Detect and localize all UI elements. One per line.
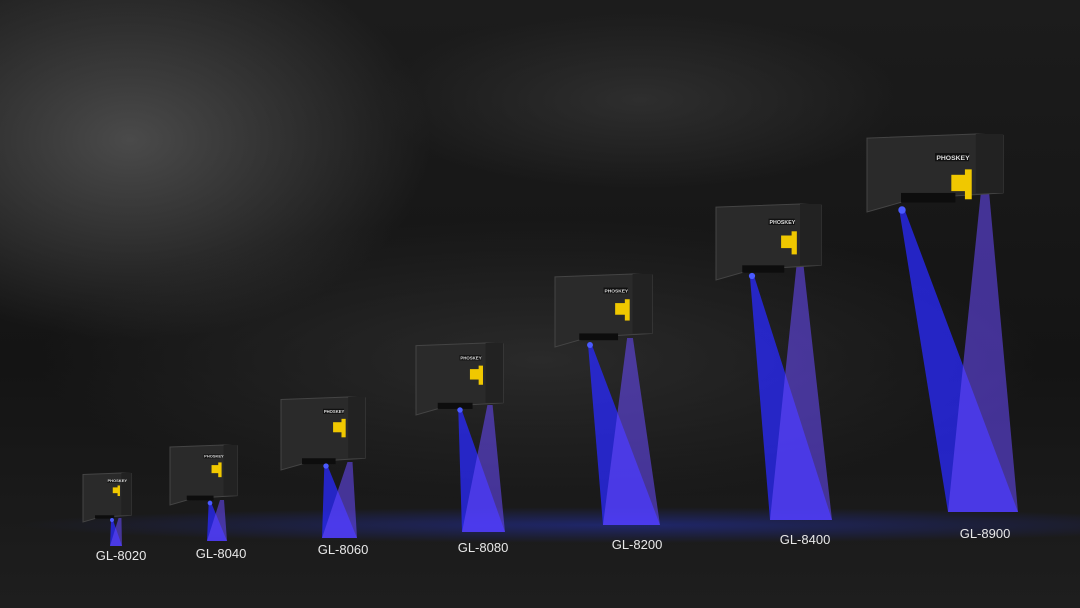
brand-logo-text: PHOSKEY: [204, 454, 224, 459]
brand-logo: [323, 408, 344, 414]
brand-logo-text: PHOSKEY: [460, 356, 481, 361]
indicator-light: [791, 231, 797, 255]
model-label: GL-8040: [195, 546, 247, 561]
floor-glow: [0, 500, 1080, 550]
sensor-window: [186, 495, 214, 501]
emitter: [748, 272, 756, 280]
model-label: GL-8060: [317, 542, 369, 557]
brand-logo-text: PHOSKEY: [604, 288, 628, 294]
emitter: [898, 206, 906, 214]
brand-logo: [603, 287, 628, 294]
sensor-side: [485, 343, 503, 403]
sensor-window: [302, 458, 336, 465]
indicator-light: [469, 369, 483, 380]
sensor-window: [437, 402, 473, 409]
indicator-light: [117, 485, 120, 497]
emitter: [587, 342, 593, 348]
model-label: GL-8200: [611, 537, 663, 552]
emitter: [457, 407, 463, 413]
laser-beam: [948, 192, 1018, 512]
sensor-side: [975, 134, 1003, 193]
emitter: [207, 500, 213, 506]
indicator-light: [964, 169, 972, 200]
model-label: GL-8900: [959, 526, 1011, 541]
brand-logo: [935, 153, 969, 162]
laser-beam: [603, 338, 660, 525]
laser-beam: [770, 262, 832, 520]
laser-beam: [110, 518, 122, 546]
sensor-side: [121, 473, 131, 516]
indicator-light: [112, 487, 120, 494]
brand-logo: [768, 218, 795, 225]
brand-logo: [203, 454, 221, 459]
sensor-window: [579, 333, 619, 341]
sensor-window: [742, 265, 785, 273]
laser-beam: [322, 462, 357, 538]
laser-beam: [207, 500, 227, 541]
brand-logo-text: PHOSKEY: [936, 155, 970, 162]
sensor-side: [223, 445, 237, 496]
indicator-light: [615, 303, 629, 315]
indicator-light: [341, 418, 346, 438]
sensor-side: [348, 397, 365, 459]
model-label: GL-8080: [457, 540, 509, 555]
indicator-light: [333, 422, 345, 433]
brand-logo: [107, 479, 119, 483]
indicator-light: [624, 299, 630, 321]
model-label: GL-8020: [95, 548, 147, 563]
emitter: [110, 518, 114, 522]
indicator-light: [478, 365, 483, 385]
brand-logo: [459, 355, 482, 361]
model-label: GL-8400: [779, 532, 831, 547]
indicator-light: [218, 462, 222, 478]
laser-beam: [462, 405, 505, 532]
sensor-window: [901, 192, 956, 203]
indicator-light: [211, 465, 221, 474]
sensor-side: [800, 204, 821, 266]
sensor-side: [632, 274, 652, 334]
sensor-window: [95, 515, 115, 519]
brand-logo-text: PHOSKEY: [324, 409, 345, 414]
emitter: [323, 463, 329, 469]
brand-logo-text: PHOSKEY: [107, 478, 127, 483]
brand-logo-text: PHOSKEY: [770, 220, 796, 226]
